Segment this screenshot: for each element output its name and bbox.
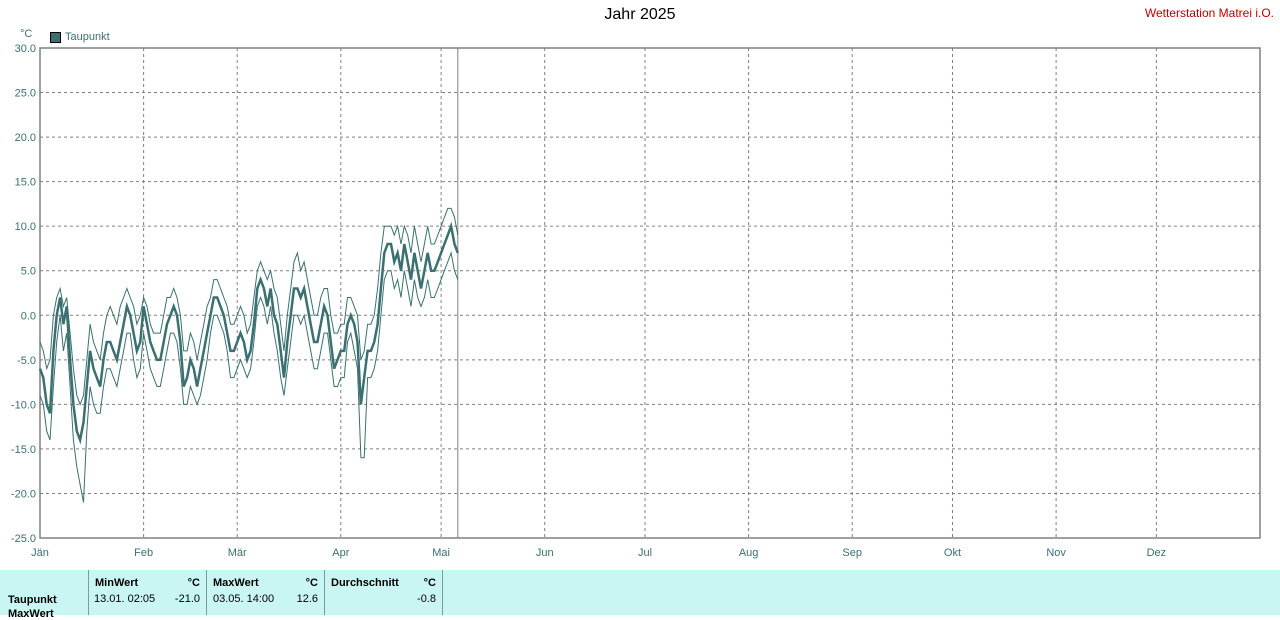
- x-tick-label: Aug: [739, 547, 759, 559]
- stats-max-header: MaxWert: [213, 577, 259, 589]
- stats-max-box: MaxWert °C 03.05. 14:00 12.6: [206, 570, 324, 615]
- grid: [40, 48, 1260, 538]
- legend-label: Taupunkt: [65, 31, 110, 43]
- y-tick-label: 10.0: [15, 221, 36, 233]
- stats-min-header: MinWert: [95, 577, 139, 589]
- plot-frame: [39, 47, 1261, 539]
- y-tick-label: -25.0: [11, 533, 36, 545]
- series-min-line: [39, 251, 459, 503]
- x-tick-label: Okt: [944, 547, 961, 559]
- stats-avg-box: Durchschnitt °C -0.8: [324, 570, 443, 615]
- series-mean-line: [38, 221, 459, 445]
- stats-max-when: 03.05. 14:00: [213, 593, 275, 605]
- x-tick-label: Jun: [536, 547, 554, 559]
- y-tick-label: 20.0: [15, 132, 36, 144]
- x-tick-labels: Jän Feb Mär Apr Mai Jun Jul Aug Sep Okt Nov Dez: [31, 547, 1166, 559]
- stats-panel: Taupunkt MaxWert MinWert °C 13.01. 02:05…: [0, 570, 1280, 620]
- y-tick-label: 30.0: [15, 43, 36, 55]
- chart: 30.0 25.0 20.0 15.0 10.0 5.0 0.0 -5.0 -10.0 -15.0…: [11, 28, 1261, 559]
- station-name: Wetterstation Matrei i.O.: [1144, 6, 1274, 20]
- y-tick-label: 15.0: [15, 177, 36, 189]
- stats-min-when: 13.01. 02:05: [94, 593, 156, 605]
- legend: Taupunkt: [50, 31, 110, 43]
- stats-max-unit: °C: [305, 577, 318, 589]
- y-tick-label: 25.0: [15, 88, 36, 100]
- stats-row-label-2: MaxWert: [8, 608, 54, 620]
- y-axis-unit: °C: [20, 28, 32, 40]
- y-tick-label: -20.0: [11, 488, 36, 500]
- x-tick-label: Nov: [1046, 547, 1066, 559]
- x-tick-label: Mär: [228, 547, 247, 559]
- stats-avg-value: -0.8: [417, 593, 436, 605]
- stats-min-value: -21.0: [174, 593, 200, 605]
- y-tick-label: -10.0: [11, 399, 36, 411]
- y-tick-label: 5.0: [21, 266, 36, 278]
- y-tick-label: 0.0: [21, 310, 36, 322]
- stats-min-box: MinWert °C 13.01. 02:05 -21.0: [88, 570, 206, 615]
- stats-avg-header: Durchschnitt: [331, 577, 399, 589]
- y-tick-labels: 30.0 25.0 20.0 15.0 10.0 5.0 0.0 -5.0 -10.0 -15.0…: [11, 43, 36, 545]
- stats-avg-unit: °C: [423, 577, 436, 589]
- stats-max-value: 12.6: [296, 593, 318, 605]
- y-tick-label: -5.0: [17, 355, 36, 367]
- chart-title: Jahr 2025: [604, 6, 676, 23]
- legend-swatch: [50, 31, 61, 43]
- x-tick-label: Mai: [432, 547, 450, 559]
- x-tick-label: Apr: [332, 547, 349, 559]
- x-tick-label: Feb: [134, 547, 153, 559]
- x-tick-label: Jän: [31, 547, 49, 559]
- series-max-line: [39, 207, 459, 406]
- stats-min-unit: °C: [187, 577, 200, 589]
- y-tick-label: -15.0: [11, 444, 36, 456]
- stats-row-label: Taupunkt: [8, 594, 57, 606]
- x-tick-label: Sep: [842, 547, 862, 559]
- x-tick-label: Dez: [1147, 547, 1167, 559]
- x-tick-label: Jul: [638, 547, 652, 559]
